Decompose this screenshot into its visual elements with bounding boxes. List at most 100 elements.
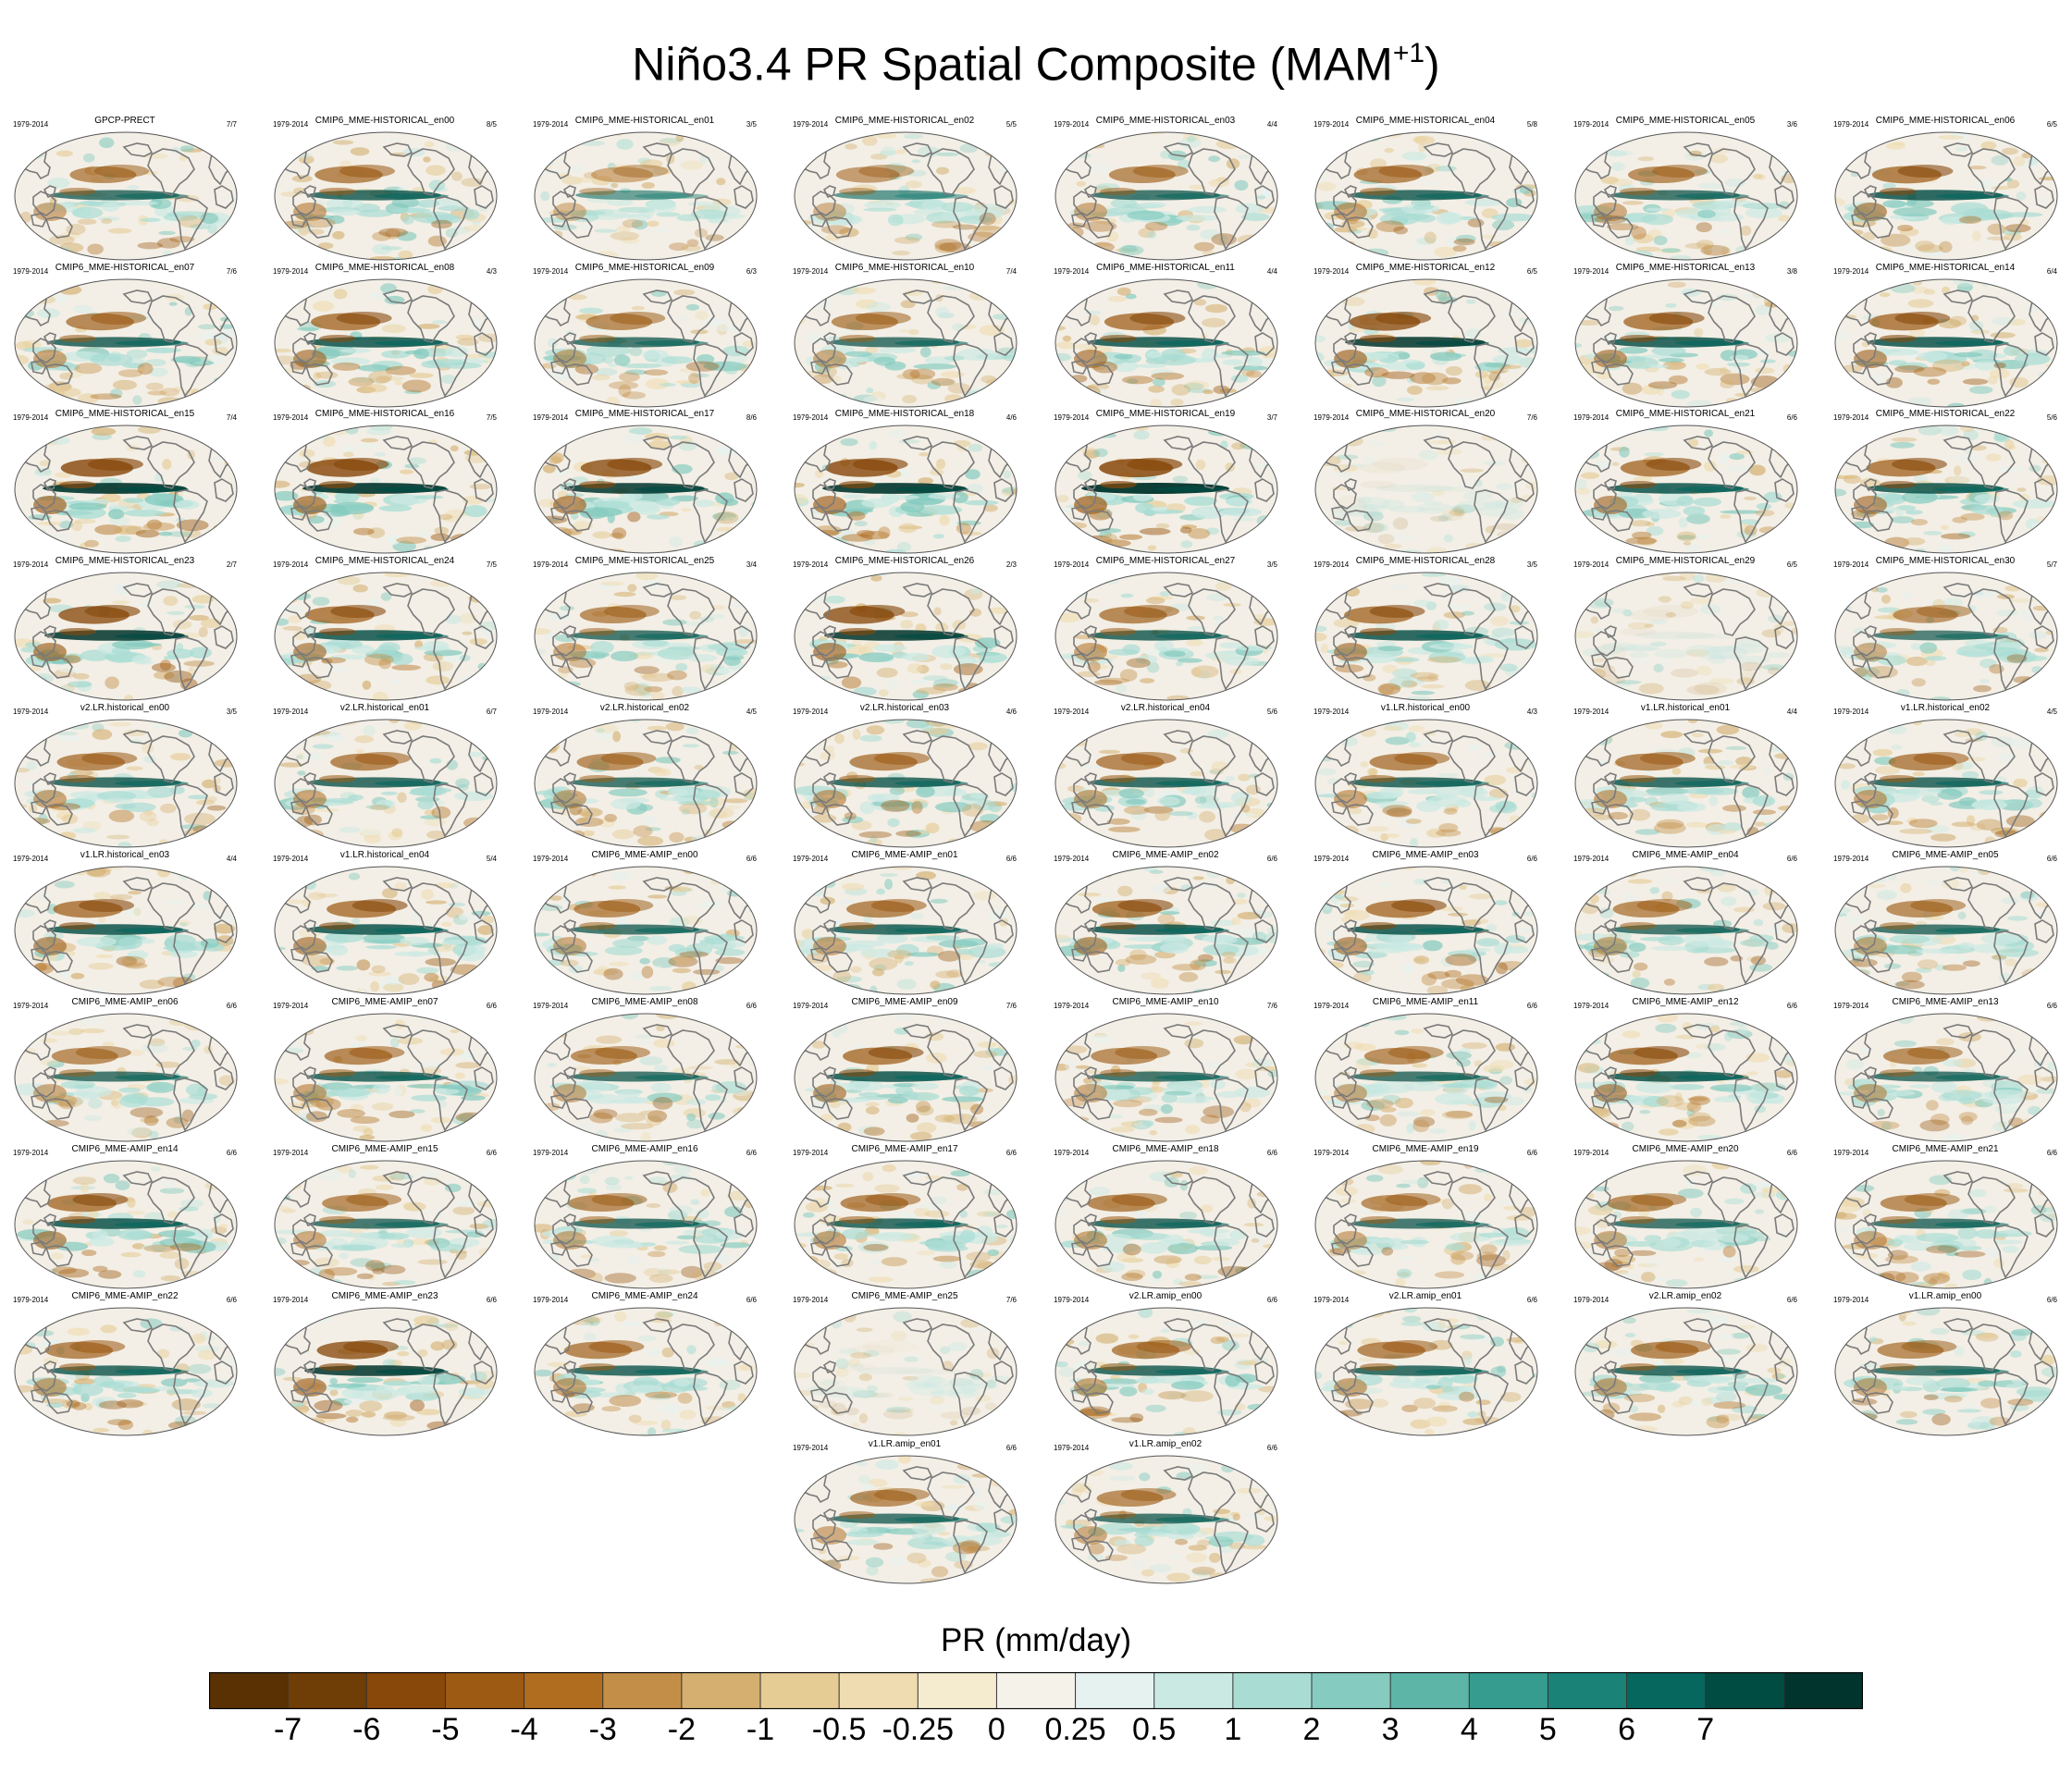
- panel-period: 1979-2014: [1054, 120, 1090, 129]
- panel-count: 3/7: [1266, 413, 1277, 422]
- map-panel: 1979-2014 CMIP6_MME-HISTORICAL_en30 5/7: [1830, 556, 2061, 704]
- panel-count: 3/5: [226, 708, 237, 716]
- colorbar-tick-label: -1: [746, 1712, 775, 1747]
- map-panel: 1979-2014 CMIP6_MME-HISTORICAL_en21 6/6: [1570, 409, 1801, 557]
- composite-map: [1834, 866, 2058, 995]
- panel-title: CMIP6_MME-HISTORICAL_en00: [314, 116, 455, 126]
- panel-count: 5/4: [486, 855, 497, 863]
- panel-count: 6/6: [486, 1296, 497, 1304]
- composite-map: [794, 131, 1018, 261]
- panel-period: 1979-2014: [793, 1444, 829, 1452]
- panel-title: CMIP6_MME-HISTORICAL_en30: [1875, 556, 2016, 566]
- composite-map: [534, 1307, 758, 1436]
- panel-count: 3/5: [1266, 560, 1277, 569]
- panel-title: CMIP6_MME-AMIP_en22: [71, 1291, 179, 1301]
- map-panel: 1979-2014 CMIP6_MME-HISTORICAL_en04 5/8: [1310, 116, 1541, 264]
- panel-title: CMIP6_MME-AMIP_en21: [1892, 1144, 1999, 1154]
- composite-map: [1314, 1160, 1538, 1289]
- colorbar-swatch: [1783, 1672, 1863, 1709]
- panel-count: 6/5: [1786, 560, 1797, 569]
- colorbar-tick-label: 5: [1538, 1712, 1557, 1747]
- panel-period: 1979-2014: [13, 560, 49, 569]
- panel-count: 2/7: [226, 560, 237, 569]
- colorbar-tick-label: 3: [1381, 1712, 1400, 1747]
- map-panel: 1979-2014 CMIP6_MME-HISTORICAL_en06 6/5: [1830, 116, 2061, 264]
- panel-count: 3/4: [746, 560, 757, 569]
- panel-period: 1979-2014: [1314, 855, 1350, 863]
- panel-title: CMIP6_MME-HISTORICAL_en13: [1615, 263, 1756, 273]
- colorbar-swatch: [524, 1672, 604, 1709]
- map-panel: 1979-2014 CMIP6_MME-HISTORICAL_en00 8/5: [269, 116, 500, 264]
- composite-map: [274, 572, 498, 701]
- panel-count: 6/6: [746, 1296, 757, 1304]
- panel-period: 1979-2014: [1314, 1296, 1350, 1304]
- panel-count: 6/6: [746, 1002, 757, 1010]
- colorbar-tick-label: 4: [1460, 1712, 1478, 1747]
- panel-count: 6/6: [1005, 1444, 1017, 1452]
- panel-title: CMIP6_MME-HISTORICAL_en18: [834, 409, 975, 419]
- panel-count: 6/5: [2046, 120, 2057, 129]
- map-panel: 1979-2014 CMIP6_MME-HISTORICAL_en28 3/5: [1310, 556, 1541, 704]
- panel-period: 1979-2014: [273, 560, 309, 569]
- colorbar-swatch: [1311, 1672, 1392, 1709]
- composite-map: [1314, 572, 1538, 701]
- panel-period: 1979-2014: [1573, 413, 1610, 422]
- panel-period: 1979-2014: [13, 1149, 49, 1157]
- map-panel: 1979-2014 v2.LR.historical_en00 3/5: [9, 703, 240, 851]
- map-panel: 1979-2014 CMIP6_MME-AMIP_en16 6/6: [529, 1144, 760, 1292]
- panel-count: 6/5: [1526, 267, 1537, 276]
- colorbar-title: PR (mm/day): [940, 1622, 1132, 1658]
- map-panel: 1979-2014 v1.LR.historical_en01 4/4: [1570, 703, 1801, 851]
- composite-map: [14, 1013, 238, 1142]
- map-panel: 1979-2014 v1.LR.amip_en00 6/6: [1830, 1291, 2061, 1439]
- composite-map: [1574, 866, 1798, 995]
- panel-count: 4/3: [1526, 708, 1537, 716]
- colorbar-swatch: [995, 1672, 1077, 1709]
- panel-count: 3/5: [1526, 560, 1537, 569]
- composite-map: [1574, 572, 1798, 701]
- panel-title: CMIP6_MME-HISTORICAL_en19: [1095, 409, 1236, 419]
- panel-title: CMIP6_MME-HISTORICAL_en22: [1875, 409, 2016, 419]
- composite-map: [794, 1160, 1018, 1289]
- composite-map: [14, 1307, 238, 1436]
- map-panel: 1979-2014 CMIP6_MME-HISTORICAL_en20 7/6: [1310, 409, 1541, 557]
- colorbar-swatch: [838, 1672, 919, 1709]
- map-panel: 1979-2014 v2.LR.historical_en02 4/5: [529, 703, 760, 851]
- panel-title: CMIP6_MME-HISTORICAL_en26: [834, 556, 975, 566]
- panel-title: CMIP6_MME-AMIP_en10: [1112, 997, 1219, 1007]
- composite-map: [1054, 1455, 1278, 1584]
- map-panel: 1979-2014 CMIP6_MME-HISTORICAL_en29 6/5: [1570, 556, 1801, 704]
- panel-title: CMIP6_MME-AMIP_en11: [1372, 997, 1479, 1007]
- panel-count: 6/6: [226, 1149, 237, 1157]
- composite-map: [274, 1013, 498, 1142]
- panel-count: 7/5: [486, 413, 497, 422]
- panel-period: 1979-2014: [533, 560, 569, 569]
- panel-title: CMIP6_MME-AMIP_en25: [851, 1291, 958, 1301]
- panel-title: CMIP6_MME-AMIP_en13: [1892, 997, 1999, 1007]
- composite-map: [1834, 572, 2058, 701]
- map-panel: 1979-2014 CMIP6_MME-HISTORICAL_en12 6/5: [1310, 263, 1541, 411]
- panel-title: CMIP6_MME-HISTORICAL_en10: [834, 263, 975, 273]
- composite-map: [14, 719, 238, 848]
- map-panel: 1979-2014 v1.LR.amip_en02 6/6: [1050, 1439, 1281, 1587]
- composite-map: [274, 1307, 498, 1436]
- panel-title: CMIP6_MME-AMIP_en06: [71, 997, 179, 1007]
- colorbar-tick-label: -6: [352, 1712, 381, 1747]
- panel-title: CMIP6_MME-AMIP_en16: [591, 1144, 698, 1154]
- panel-period: 1979-2014: [13, 708, 49, 716]
- composite-map: [794, 1455, 1018, 1584]
- map-panel: 1979-2014 CMIP6_MME-AMIP_en21 6/6: [1830, 1144, 2061, 1292]
- composite-map: [1314, 866, 1538, 995]
- composite-map: [1054, 278, 1278, 408]
- panel-period: 1979-2014: [13, 267, 49, 276]
- composite-map: [794, 719, 1018, 848]
- panel-title: CMIP6_MME-HISTORICAL_en21: [1615, 409, 1756, 419]
- panel-title: CMIP6_MME-AMIP_en08: [591, 997, 698, 1007]
- panel-title: CMIP6_MME-HISTORICAL_en09: [574, 263, 715, 273]
- panel-title: CMIP6_MME-AMIP_en18: [1112, 1144, 1219, 1154]
- panel-count: 6/6: [1786, 1002, 1797, 1010]
- map-panel: 1979-2014 v1.LR.amip_en01 6/6: [789, 1439, 1020, 1587]
- panel-period: 1979-2014: [273, 1296, 309, 1304]
- composite-map: [1574, 719, 1798, 848]
